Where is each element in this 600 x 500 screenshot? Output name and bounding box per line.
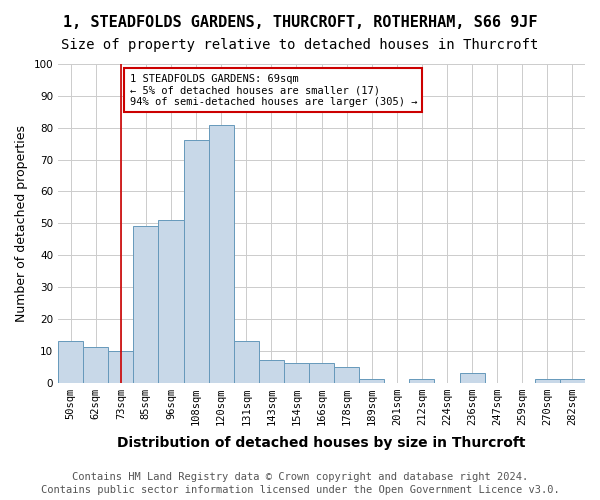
Bar: [58, 341, 83, 382]
X-axis label: Distribution of detached houses by size in Thurcroft: Distribution of detached houses by size …: [117, 436, 526, 450]
Bar: [359, 380, 384, 382]
Bar: [460, 373, 485, 382]
Y-axis label: Number of detached properties: Number of detached properties: [15, 125, 28, 322]
Text: 1 STEADFOLDS GARDENS: 69sqm
← 5% of detached houses are smaller (17)
94% of semi: 1 STEADFOLDS GARDENS: 69sqm ← 5% of deta…: [130, 74, 417, 107]
Text: Size of property relative to detached houses in Thurcroft: Size of property relative to detached ho…: [61, 38, 539, 52]
Bar: [83, 348, 108, 382]
Bar: [284, 364, 309, 382]
Bar: [233, 341, 259, 382]
Bar: [108, 350, 133, 382]
Bar: [535, 380, 560, 382]
Bar: [184, 140, 209, 382]
Bar: [560, 380, 585, 382]
Bar: [209, 124, 233, 382]
Bar: [158, 220, 184, 382]
Text: Contains public sector information licensed under the Open Government Licence v3: Contains public sector information licen…: [41, 485, 559, 495]
Bar: [309, 364, 334, 382]
Text: Contains HM Land Registry data © Crown copyright and database right 2024.: Contains HM Land Registry data © Crown c…: [72, 472, 528, 482]
Bar: [334, 366, 359, 382]
Text: 1, STEADFOLDS GARDENS, THURCROFT, ROTHERHAM, S66 9JF: 1, STEADFOLDS GARDENS, THURCROFT, ROTHER…: [63, 15, 537, 30]
Bar: [409, 380, 434, 382]
Bar: [259, 360, 284, 382]
Bar: [133, 226, 158, 382]
